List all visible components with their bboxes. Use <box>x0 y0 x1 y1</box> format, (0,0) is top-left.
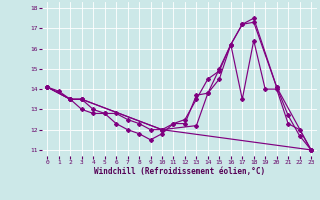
X-axis label: Windchill (Refroidissement éolien,°C): Windchill (Refroidissement éolien,°C) <box>94 167 265 176</box>
